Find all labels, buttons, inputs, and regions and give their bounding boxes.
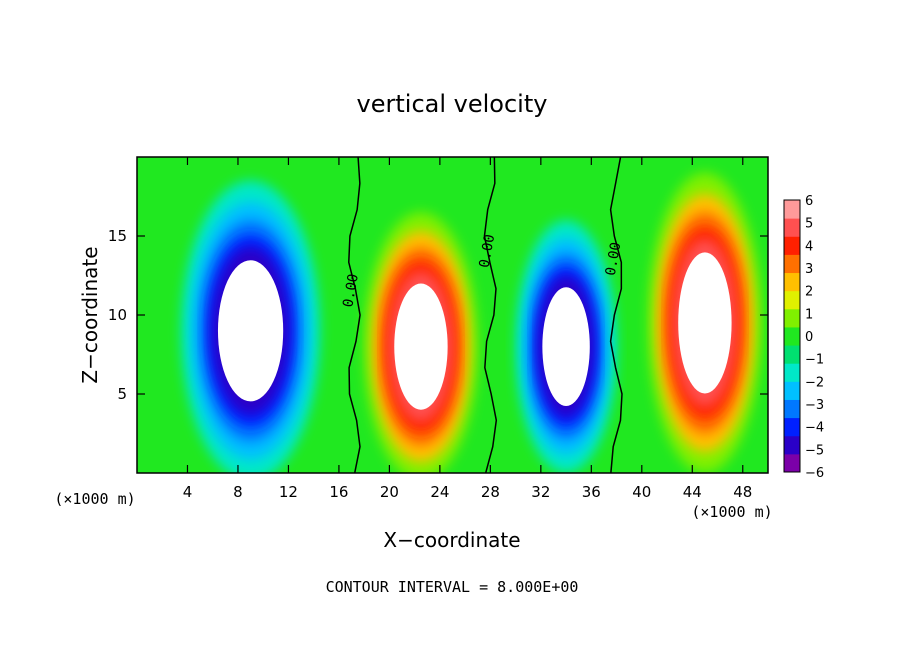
colorbar-tick-label: −3 bbox=[805, 398, 824, 413]
colorbar-tick-label: 3 bbox=[805, 262, 813, 277]
updraft-cell-1-band-5 bbox=[394, 283, 448, 410]
colorbar-swatch bbox=[784, 308, 800, 328]
colorbar-frame bbox=[783, 199, 801, 473]
zero-contour-line bbox=[609, 157, 623, 473]
colorbar-swatch bbox=[784, 363, 800, 382]
x-tick-label: 12 bbox=[279, 483, 298, 501]
colorbar-tick-label: −5 bbox=[805, 443, 824, 458]
contour-interval-note: CONTOUR INTERVAL = 8.000E+00 bbox=[326, 578, 579, 596]
x-tick-label: 40 bbox=[632, 483, 651, 501]
x-tick-label: 20 bbox=[380, 483, 399, 501]
velocity-field bbox=[181, 172, 762, 473]
colorbar: 6 5 4 3 2 1 0 −1 −2 −3 −4 −5 −6 bbox=[783, 194, 824, 481]
x-axis-label: X−coordinate bbox=[383, 528, 520, 552]
y-axis-label: Z−coordinate bbox=[78, 246, 102, 383]
y-axis: 5 10 15 bbox=[108, 227, 768, 403]
colorbar-tick-label: −2 bbox=[805, 375, 824, 390]
colorbar-tick-label: −1 bbox=[805, 353, 824, 368]
colorbar-tick-label: −4 bbox=[805, 421, 824, 436]
colorbar-swatch bbox=[784, 200, 800, 219]
downdraft-cell-2 bbox=[515, 220, 617, 473]
updraft-cell-2-band-5 bbox=[678, 252, 732, 394]
colorbar-swatch bbox=[784, 381, 800, 400]
x-tick-label: 4 bbox=[183, 483, 193, 501]
zero-contour-label: 0.00 bbox=[477, 233, 499, 269]
updraft-cell-2 bbox=[648, 172, 762, 473]
x-unit-label: (×1000 m) bbox=[691, 503, 772, 521]
colorbar-swatch bbox=[784, 435, 800, 455]
downdraft-cell-2-band-5 bbox=[542, 287, 590, 407]
colorbar-swatch bbox=[784, 290, 800, 310]
colorbar-swatch bbox=[784, 254, 800, 274]
zero-contour-label: 0.00 bbox=[340, 273, 362, 309]
downdraft-cell-1 bbox=[181, 180, 320, 473]
colorbar-swatch bbox=[784, 345, 800, 364]
colorbar-tick-label: 4 bbox=[805, 239, 813, 254]
colorbar-swatch bbox=[784, 453, 800, 473]
x-tick-label: 36 bbox=[582, 483, 601, 501]
x-tick-label: 24 bbox=[430, 483, 449, 501]
colorbar-swatch bbox=[784, 399, 800, 419]
x-tick-label: 16 bbox=[329, 483, 348, 501]
x-tick-label: 44 bbox=[683, 483, 702, 501]
colorbar-tick-label: 5 bbox=[805, 217, 813, 232]
zero-contour-line bbox=[348, 157, 361, 473]
colorbar-tick-label: 2 bbox=[805, 285, 813, 300]
x-tick-label: 28 bbox=[481, 483, 500, 501]
y-unit-label: (×1000 m) bbox=[54, 490, 135, 508]
colorbar-tick-label: −6 bbox=[805, 466, 824, 481]
colorbar-tick-label: 1 bbox=[805, 307, 813, 322]
y-tick-label: 10 bbox=[108, 306, 127, 324]
plot-area: 0.00 0.00 0.00 bbox=[136, 156, 769, 474]
zero-contour-line bbox=[483, 157, 498, 473]
y-tick-label: 5 bbox=[117, 385, 127, 403]
colorbar-swatch bbox=[784, 236, 800, 255]
chart-title: vertical velocity bbox=[357, 90, 548, 118]
x-axis: 4 8 12 16 20 24 28 32 36 40 44 48 bbox=[183, 157, 752, 501]
colorbar-swatch bbox=[784, 417, 800, 437]
colorbar-tick-label: 6 bbox=[805, 194, 813, 209]
zero-contour-label: 0.00 bbox=[603, 241, 625, 277]
colorbar-swatch bbox=[784, 218, 800, 237]
colorbar-swatch bbox=[784, 272, 800, 292]
colorbar-swatch bbox=[784, 326, 800, 346]
x-tick-label: 48 bbox=[733, 483, 752, 501]
downdraft-cell-1-band-5 bbox=[217, 260, 284, 402]
y-tick-label: 15 bbox=[108, 227, 127, 245]
contour-lines: 0.00 0.00 0.00 bbox=[340, 157, 624, 473]
colorbar-tick-label: 0 bbox=[805, 330, 813, 345]
x-tick-label: 8 bbox=[233, 483, 243, 501]
x-tick-label: 32 bbox=[531, 483, 550, 501]
updraft-cell-1 bbox=[364, 212, 478, 473]
